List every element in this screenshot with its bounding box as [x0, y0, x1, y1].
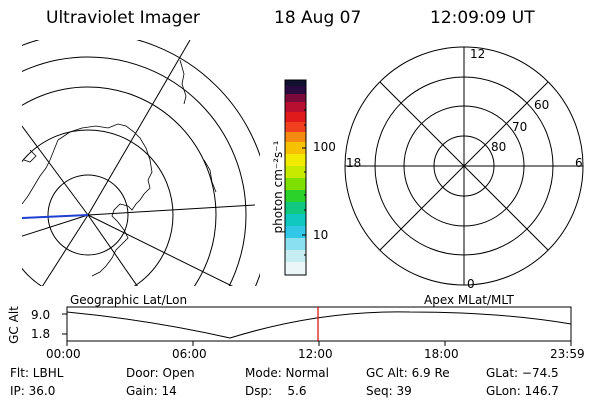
info-glat: GLat: −74.5 — [486, 366, 559, 380]
track-line — [21, 214, 89, 219]
apex-panel-label: Apex MLat/MLT — [424, 293, 514, 307]
timeline-xtick-0000: 00:00 — [46, 347, 81, 361]
info-gc-alt: GC Alt: 6.9 Re — [366, 366, 450, 380]
info-flt: Flt: LBHL — [10, 366, 64, 380]
polar-plot — [344, 46, 584, 286]
info-seq: Seq: 39 — [366, 384, 412, 398]
info-mode: Mode: Normal — [245, 366, 329, 380]
info-glon: GLon: 146.7 — [486, 384, 559, 398]
timeline-xtick-0600: 06:00 — [172, 347, 207, 361]
timeline-ylabel: GC Alt — [7, 306, 21, 344]
mlt-label-18: 18 — [346, 156, 362, 170]
mlat-label-80: 80 — [491, 140, 507, 154]
mlt-label-12: 12 — [470, 47, 486, 61]
timeline-plot — [62, 306, 572, 346]
mlat-label-60: 60 — [534, 98, 550, 112]
timeline-xtick-1200: 12:00 — [298, 347, 333, 361]
geographic-panel-label: Geographic Lat/Lon — [70, 293, 188, 307]
geographic-map — [22, 40, 260, 286]
colorbar — [284, 79, 307, 276]
mlat-label-70: 70 — [512, 120, 528, 134]
timeline-ytick-1-8: 1.8 — [31, 327, 51, 341]
colorbar-tick-10: 10 — [313, 228, 329, 242]
colorbar-tick-100: 100 — [313, 140, 336, 154]
info-ip: IP: 36.0 — [10, 384, 56, 398]
info-door: Door: Open — [126, 366, 195, 380]
time-label: 12:09:09 UT — [430, 8, 535, 28]
date-label: 18 Aug 07 — [274, 8, 362, 28]
timeline-xtick-2359: 23:59 — [550, 347, 585, 361]
info-gain: Gain: 14 — [126, 384, 177, 398]
colorbar-unit-label: photon cm⁻²s⁻¹ — [271, 140, 285, 234]
app-title: Ultraviolet Imager — [46, 8, 200, 28]
mlt-label-6: 6 — [575, 156, 583, 170]
timeline-ytick-9: 9.0 — [31, 308, 51, 322]
timeline-xtick-1800: 18:00 — [424, 347, 459, 361]
mlt-label-0: 0 — [467, 277, 475, 291]
info-dsp: Dsp: 5.6 — [245, 384, 307, 398]
